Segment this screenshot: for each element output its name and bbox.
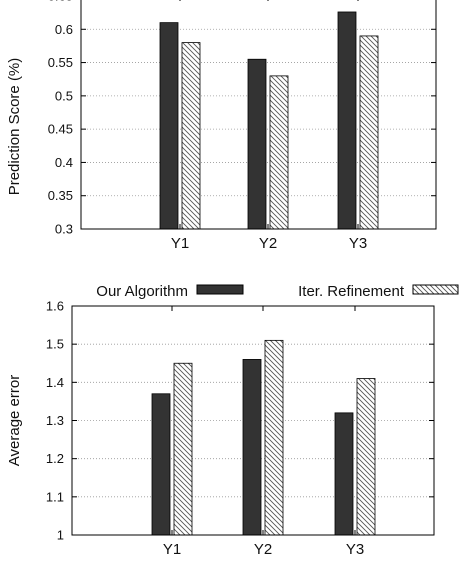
y-tick-label: 0.55 <box>48 55 73 70</box>
x-tick-label: Y2 <box>254 541 272 558</box>
x-tick-label: Y2 <box>259 235 277 252</box>
y-tick-label: 0.65 <box>48 0 73 4</box>
legend: Our Algorithm Iter. Refinement <box>96 283 459 300</box>
bar-iter-refinement-y3 <box>356 378 376 536</box>
y-axis-label: Average error <box>6 375 23 466</box>
bar-our-algorithm-y1 <box>159 22 179 230</box>
average-error-chart: 1 1.1 1.2 1.3 1.4 1.5 1.6 Y1 Y2 Y3 Average error <box>6 299 435 558</box>
bar-iter-refinement-y3 <box>359 35 379 230</box>
plot-frame <box>80 0 437 230</box>
y-tick-label: 1.2 <box>46 451 64 466</box>
bar-iter-refinement-y1 <box>173 362 193 536</box>
legend-label-our-algorithm: Our Algorithm <box>96 283 188 300</box>
x-tick-label: Y1 <box>171 235 189 252</box>
y-tick-label: 1.1 <box>46 489 64 504</box>
y-tick-label: 1 <box>57 528 64 543</box>
y-tick-label: 0.3 <box>55 222 73 237</box>
y-tick-label: 1.5 <box>46 337 64 352</box>
y-axis-label: Prediction Score (%) <box>6 58 23 196</box>
y-tick-label: 1.3 <box>46 413 64 428</box>
y-tick-label: 0.4 <box>55 155 73 170</box>
x-tick-label: Y3 <box>346 541 364 558</box>
y-tick-label: 0.35 <box>48 188 73 203</box>
y-tick-label: 0.6 <box>55 22 73 37</box>
bar-our-algorithm-y2 <box>242 359 262 536</box>
y-tick-label: 0.5 <box>55 88 73 103</box>
y-tick-label: 0.45 <box>48 122 73 137</box>
bar-our-algorithm-y3 <box>337 11 357 230</box>
bar-iter-refinement-y2 <box>264 339 284 536</box>
bar-iter-refinement-y1 <box>181 42 201 230</box>
legend-label-iter-refinement: Iter. Refinement <box>298 283 405 300</box>
bar-our-algorithm-y2 <box>247 58 267 230</box>
prediction-score-chart: 0.3 0.35 0.4 0.45 0.5 0.55 0.6 0.65 Y1 Y2 Y3 Predic… <box>6 0 437 252</box>
y-tick-label: 1.4 <box>46 375 64 390</box>
bar-our-algorithm-y1 <box>151 393 171 536</box>
bar-iter-refinement-y2 <box>269 75 289 230</box>
legend-swatch-iter-refinement <box>412 284 459 295</box>
x-tick-label: Y3 <box>349 235 367 252</box>
x-tick-label: Y1 <box>163 541 181 558</box>
legend-swatch-our-algorithm <box>196 284 244 295</box>
plot-frame <box>71 305 435 536</box>
bar-our-algorithm-y3 <box>334 412 354 536</box>
y-tick-label: 1.6 <box>46 299 64 314</box>
